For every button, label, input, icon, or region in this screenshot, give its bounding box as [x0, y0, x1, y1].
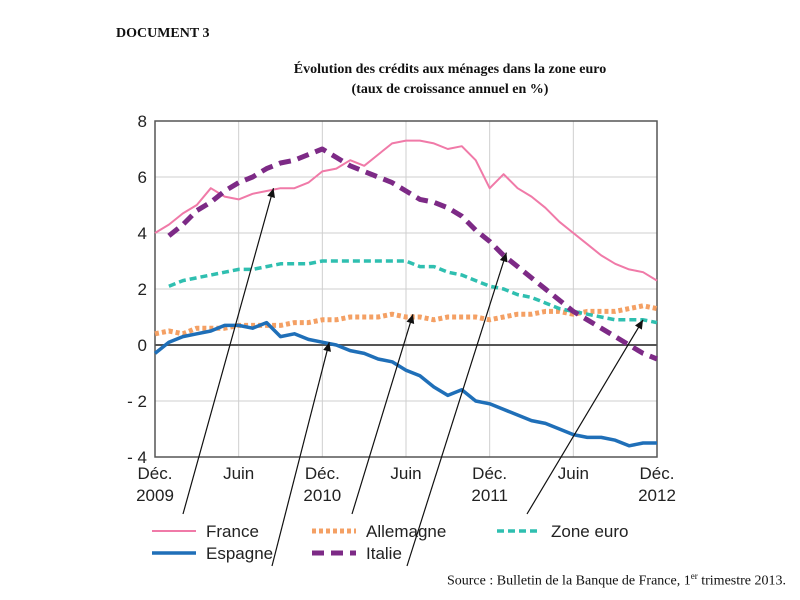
series-line-italie — [167, 146, 658, 362]
legend-label-france: France — [206, 522, 259, 541]
source-superscript: er — [690, 571, 698, 581]
x-tick-label: Déc. — [640, 464, 675, 483]
y-tick-label: 8 — [138, 112, 147, 131]
y-tick-label: 0 — [138, 336, 147, 355]
arrowhead-zone-euro — [635, 319, 644, 330]
legend-label-allemagne: Allemagne — [366, 522, 446, 541]
legend-label-espagne: Espagne — [206, 544, 273, 563]
arrow-allemagne — [351, 314, 414, 515]
series-line-france — [154, 139, 658, 282]
y-tick-label: - 4 — [127, 448, 147, 467]
y-tick-label: 4 — [138, 224, 147, 243]
document-label: DOCUMENT 3 — [116, 26, 210, 41]
arrow-italie — [406, 252, 507, 567]
arrowhead-italie — [499, 252, 508, 263]
x-tick-label-year: 2010 — [303, 486, 341, 505]
arrow-espagne — [271, 342, 330, 567]
arrowhead-allemagne — [406, 314, 415, 324]
arrowhead-france — [267, 188, 275, 198]
x-tick-label: Juin — [558, 464, 589, 483]
chart-title: Évolution des crédits aux ménages dans l… — [293, 62, 607, 77]
y-tick-label: 6 — [138, 168, 147, 187]
source-note: Source : Bulletin de la Banque de France… — [447, 571, 786, 590]
x-tick-label: Juin — [223, 464, 254, 483]
plot-frame — [154, 120, 658, 458]
series-line-espagne — [153, 320, 657, 448]
x-tick-label-year: 2011 — [471, 486, 508, 505]
x-tick-label-year: 2012 — [638, 486, 676, 505]
legend-label-zone-euro: Zone euro — [551, 522, 629, 541]
source-suffix: trimestre 2013. — [697, 573, 786, 589]
chart-subtitle: (taux de croissance annuel en %) — [351, 82, 549, 97]
x-tick-label: Juin — [390, 464, 421, 483]
y-tick-label: 2 — [138, 280, 147, 299]
y-tick-label: - 2 — [127, 392, 147, 411]
x-tick-label: Déc. — [472, 464, 507, 483]
x-tick-label: Déc. — [305, 464, 340, 483]
arrow-france — [182, 188, 275, 515]
source-prefix: Source : Bulletin de la Banque de France… — [446, 573, 691, 589]
x-tick-label-year: 2009 — [136, 486, 174, 505]
legend-label-italie: Italie — [366, 544, 402, 563]
x-tick-label: Déc. — [138, 464, 173, 483]
arrow-zone-euro — [526, 319, 644, 515]
arrowhead-espagne — [323, 342, 331, 352]
